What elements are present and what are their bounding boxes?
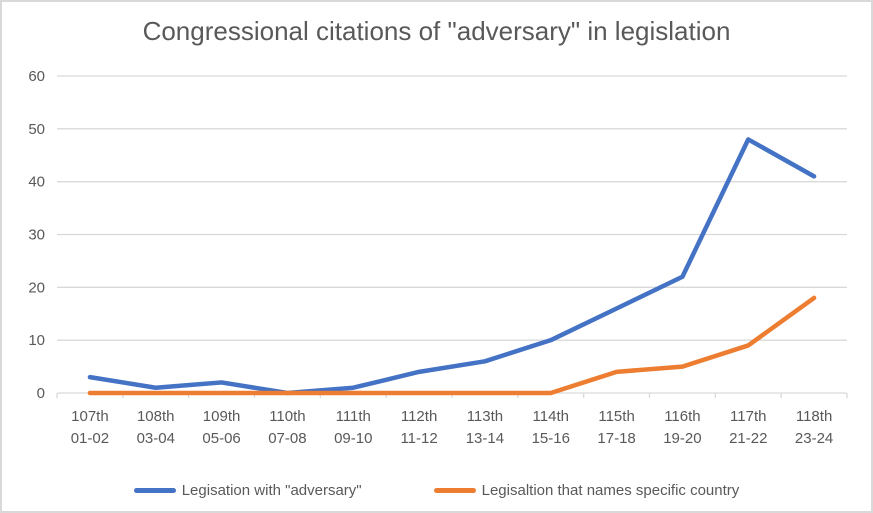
series-line-legislation-names-specific-country <box>87 295 817 396</box>
chart-legend: Legisation with "adversary" Legisaltion … <box>2 482 871 499</box>
y-axis-tick-label: 50 <box>28 121 45 138</box>
x-axis-category-years-label: 07-08 <box>268 430 306 447</box>
legend-item-adversary: Legisation with "adversary" <box>133 482 362 499</box>
y-axis-tick-label: 40 <box>28 174 45 191</box>
y-axis-tick-label: 10 <box>28 332 45 349</box>
x-axis-category-years-label: 01-02 <box>71 430 109 447</box>
x-axis-category-label: 116th <box>664 408 700 425</box>
x-axis-category-years-label: 09-10 <box>334 430 372 447</box>
legend-label-adversary: Legisation with "adversary" <box>181 482 362 499</box>
y-axis-tick-label: 60 <box>28 68 45 85</box>
x-axis-category-years-label: 11-12 <box>400 430 437 447</box>
x-axis-category-years-label: 17-18 <box>597 430 635 447</box>
x-axis-category-label: 109th <box>203 408 241 425</box>
x-axis-category-years-label: 15-16 <box>532 430 570 447</box>
x-axis-category-years-label: 23-24 <box>795 430 833 447</box>
x-axis-category-label: 110th <box>269 408 305 425</box>
x-axis-category-label: 111th <box>336 408 371 425</box>
x-axis-category-label: 118th <box>796 408 832 425</box>
x-axis-category-years-label: 19-20 <box>663 430 701 447</box>
series-line-legislation-with-adversary <box>87 137 817 396</box>
x-axis-category-label: 113th <box>467 408 503 425</box>
legend-swatch-blue-line <box>133 488 176 493</box>
legend-label-specific-country: Legisaltion that names specific country <box>481 482 740 499</box>
legend-swatch-orange-line <box>433 488 476 493</box>
x-axis-category-label: 114th <box>533 408 569 425</box>
legend-item-specific-country: Legisaltion that names specific country <box>433 482 740 499</box>
x-axis-category-years-label: 13-14 <box>466 430 504 447</box>
x-axis-category-label: 112th <box>401 408 437 425</box>
y-axis-tick-label: 30 <box>28 227 45 244</box>
y-axis-tick-label: 0 <box>37 385 45 402</box>
x-axis-category-years-label: 21-22 <box>729 430 767 447</box>
x-axis-category-label: 108th <box>137 408 175 425</box>
chart-title: Congressional citations of "adversary" i… <box>142 16 731 46</box>
x-axis-category-label: 107th <box>71 408 109 425</box>
x-axis-category-years-label: 05-06 <box>202 430 240 447</box>
x-axis-category-years-label: 03-04 <box>137 430 175 447</box>
x-axis-category-label: 117th <box>730 408 766 425</box>
x-axis-category-label: 115th <box>598 408 634 425</box>
y-axis-tick-label: 20 <box>28 279 45 296</box>
